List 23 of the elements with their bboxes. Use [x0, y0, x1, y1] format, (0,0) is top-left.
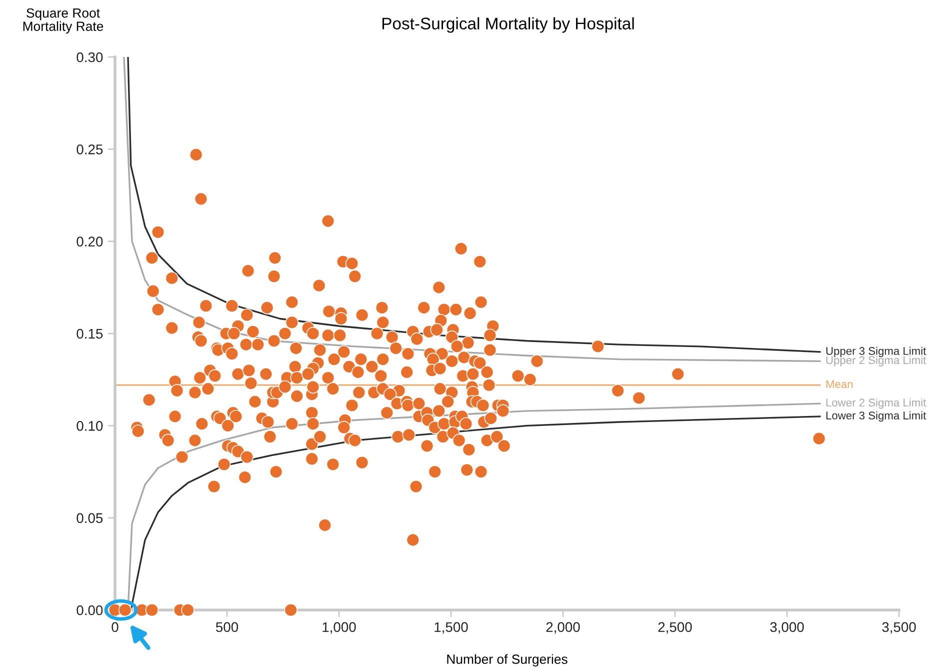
y-tick-label: 0.25 — [76, 144, 103, 154]
y-tick-label: 0.00 — [76, 605, 103, 616]
x-tick-label: 1,500 — [434, 622, 468, 634]
y-axis-title: Square Root Mortality Rate — [23, 8, 104, 34]
x-tick-label: 1,000 — [322, 622, 356, 634]
y-tick-label: 0.15 — [76, 328, 103, 339]
x-tick-label: 0 — [112, 622, 118, 632]
series-label: Upper 3 Sigma Limit — [826, 346, 926, 358]
series-label: Lower 2 Sigma Limit — [826, 398, 926, 409]
ref-line-label: Mean — [826, 380, 853, 388]
y-tick-label: 0.10 — [76, 421, 103, 431]
x-tick-label: 3,500 — [882, 622, 916, 634]
y-tick-label: 0.05 — [76, 513, 103, 524]
series-label: Upper 2 Sigma Limit — [826, 356, 926, 366]
x-axis-title: Number of Surgeries — [447, 654, 568, 666]
chart-title: Post-Surgical Mortality by Hospital — [382, 17, 634, 33]
series-label: Lower 3 Sigma Limit — [826, 411, 926, 422]
x-tick-label: 2,500 — [658, 622, 692, 634]
x-tick-label: 3,000 — [770, 622, 804, 634]
y-tick-label: 0.20 — [76, 236, 103, 247]
x-tick-label: 500 — [216, 622, 238, 632]
x-tick-label: 2,000 — [546, 622, 580, 634]
y-tick-label: 0.30 — [76, 52, 103, 62]
